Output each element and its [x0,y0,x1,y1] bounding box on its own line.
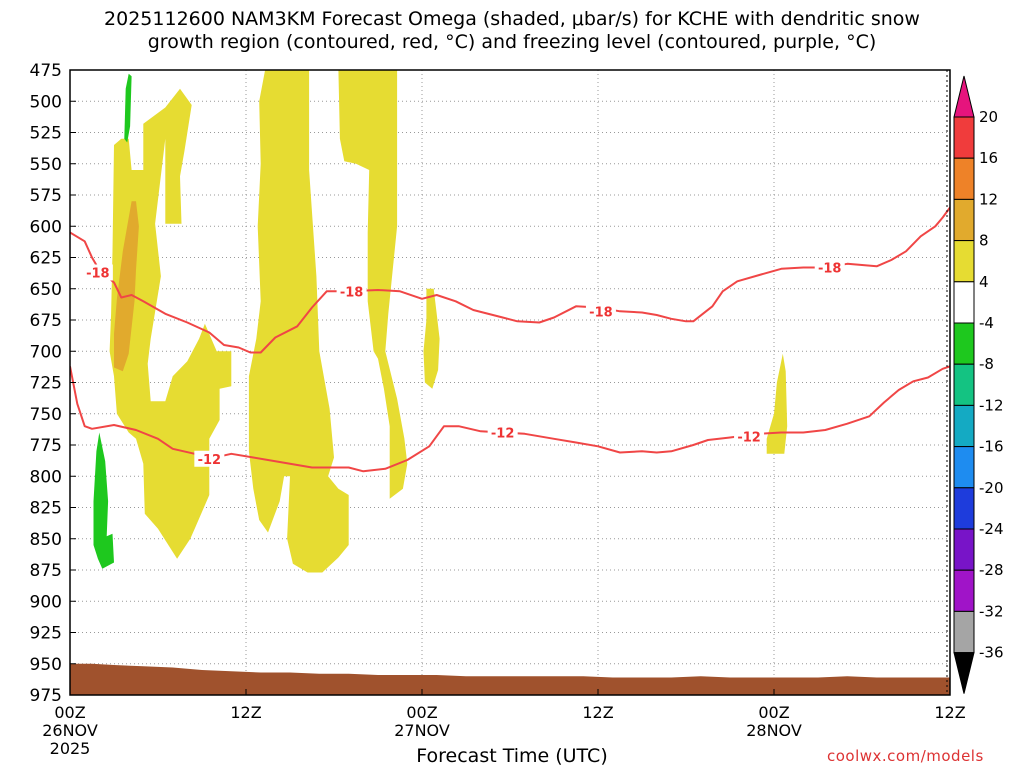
y-tick-label: 475 [30,61,62,81]
contour-label-bg [336,283,367,300]
x-axis-label: Forecast Time (UTC) [416,745,608,767]
colorbar-swatch [953,281,975,324]
y-tick-label: 875 [30,561,62,581]
y-tick-label: 950 [30,655,62,675]
y-tick-label: 575 [30,186,62,206]
colorbar-label: 20 [979,108,998,126]
colorbar-swatch [953,487,975,530]
colorbar-swatch [953,322,975,365]
x-tick-year: 2025 [50,739,91,758]
contour-label-bg [194,450,225,467]
y-tick-label: 700 [30,342,62,362]
x-tick-label: 00Z [54,703,85,722]
colorbar-swatch [953,569,975,612]
y-tick-label: 750 [30,405,62,425]
y-tick-label: 775 [30,436,62,456]
y-tick-label: 500 [30,92,62,112]
contour-label: -12 [491,427,515,442]
colorbar-label: 8 [979,232,989,250]
contour-label: -18 [818,262,842,277]
y-tick-label: 550 [30,155,62,175]
colorbar-swatch [953,157,975,200]
y-tick-label: 625 [30,249,62,269]
colorbar-label: -36 [979,644,1004,662]
y-tick-label: 725 [30,374,62,394]
x-tick-label: 12Z [582,703,613,722]
y-tick-label: 800 [30,467,62,487]
x-tick-label: 00Z [406,703,437,722]
y-tick-label: 925 [30,624,62,644]
contour-label: -18 [86,267,110,282]
temperature-contours: -18 -18 -18 -18 -12 -12 -12 [70,206,950,473]
omega-region [423,288,440,389]
y-tick-label: 675 [30,311,62,331]
x-tick-date: 27NOV [394,721,450,740]
colorbar-swatch [953,116,975,159]
colorbar: 20 16 12 8 4 -4 -8 -12 -16 -20 -24 -28 -32 -36 [953,75,1004,694]
contour-label: -18 [589,305,613,320]
y-tick-label: 825 [30,499,62,519]
contour-label-bg [585,303,616,320]
contour-label-bg [82,264,113,281]
colorbar-swatch [953,446,975,489]
y-tick-label: 900 [30,592,62,612]
y-tick-label: 600 [30,217,62,237]
contour-label-bg [734,428,765,445]
terrain [70,663,950,695]
contour-label: -12 [198,453,222,468]
x-tick-date: 26NOV [42,721,98,740]
colorbar-label: -28 [979,561,1004,579]
colorbar-swatch [953,528,975,571]
y-tick-label: 850 [30,530,62,550]
contour-line [70,206,950,354]
colorbar-label: -8 [979,355,994,373]
colorbar-label: 12 [979,190,998,208]
omega-region [109,88,232,559]
contour-label: -12 [737,430,761,445]
y-tick-label: 525 [30,124,62,144]
omega-region [114,201,139,372]
omega-region [766,353,788,454]
colorbar-label: 4 [979,273,989,291]
colorbar-label: -12 [979,396,1004,414]
colorbar-swatch [953,198,975,242]
credit-text: coolwx.com/models [827,747,984,765]
contour-label-bg [814,259,845,276]
colorbar-swatch [953,240,975,283]
colorbar-label: -24 [979,520,1004,538]
contour-label-bg [487,424,518,441]
x-tick-label: 00Z [758,703,789,722]
omega-shading [93,70,788,573]
x-tick-label: 12Z [934,703,965,722]
colorbar-swatch [953,610,975,654]
colorbar-label: -20 [979,479,1004,497]
x-tick-label: 12Z [230,703,261,722]
omega-region [248,70,349,573]
colorbar-label: 16 [979,149,998,167]
colorbar-swatch [953,363,975,406]
colorbar-label: -32 [979,602,1004,620]
colorbar-label: -4 [979,314,994,332]
contour-label: -18 [340,285,364,300]
colorbar-swatch [953,404,975,448]
chart-title-line2: growth region (contoured, red, °C) and f… [147,31,877,53]
chart-title-line1: 2025112600 NAM3KM Forecast Omega (shaded… [104,8,920,30]
omega-region [93,432,114,569]
terrain-fill [70,663,950,695]
omega-region [338,70,408,499]
axes: 475 500 525 550 575 600 625 650 675 700 725 750 775 8… [30,61,966,758]
colorbar-label: -16 [979,438,1004,456]
omega-region [124,73,132,143]
colorbar-top-arrow [953,75,975,118]
x-tick-date: 28NOV [746,721,802,740]
y-tick-label: 650 [30,280,62,300]
y-tick-label: 975 [30,686,62,706]
colorbar-bottom-arrow [953,652,975,694]
